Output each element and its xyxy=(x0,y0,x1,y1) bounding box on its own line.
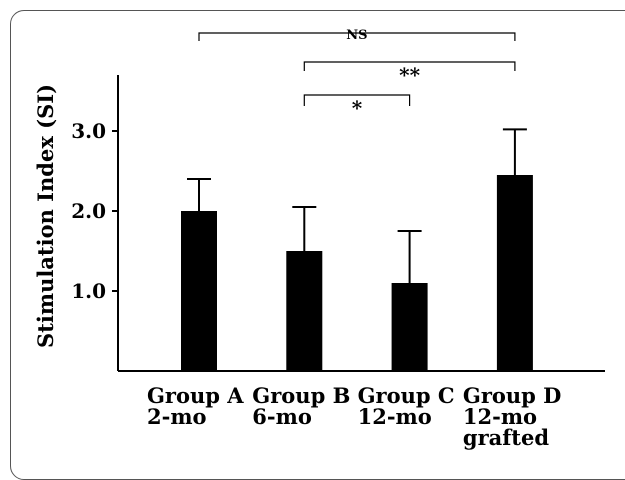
category-label: 12-mo xyxy=(463,404,537,429)
category-label: Group B xyxy=(252,383,350,408)
category-label: 12-mo xyxy=(358,404,432,429)
category-label: Group D xyxy=(463,383,561,408)
significance-bracket xyxy=(198,32,516,41)
significance-brackets: NS*** xyxy=(198,28,516,120)
significance-bracket xyxy=(303,94,411,106)
significance-label: * xyxy=(352,96,363,120)
significance-bracket xyxy=(303,61,516,71)
category-label: 6-mo xyxy=(252,404,312,429)
y-tick-label: 1.0 xyxy=(71,279,106,303)
y-tick-label: 2.0 xyxy=(71,199,106,223)
y-axis-label: Stimulation Index (SI) xyxy=(33,84,58,348)
category-label: grafted xyxy=(463,425,549,450)
category-label: Group A xyxy=(147,383,244,408)
y-tick-label: 3.0 xyxy=(71,119,106,143)
significance-label: NS xyxy=(346,28,367,43)
bar xyxy=(391,283,428,371)
category-label: 2-mo xyxy=(147,404,207,429)
significance-label: ** xyxy=(399,63,420,87)
category-label: Group C xyxy=(358,383,455,408)
bar xyxy=(496,175,533,371)
y-ticks: 1.0 2.0 3.0 xyxy=(71,119,118,303)
bar xyxy=(286,251,323,371)
bars xyxy=(181,128,533,371)
bar-chart: Stimulation Index (SI) 1.0 2.0 3.0 Group A… xyxy=(33,28,605,450)
bar xyxy=(181,211,217,371)
